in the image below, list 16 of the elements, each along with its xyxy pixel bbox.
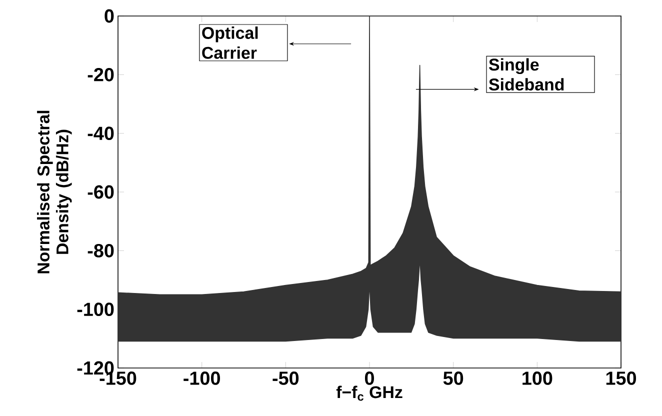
annotation: Single Sideband [488,58,564,91]
y-tick-label: -100 [77,302,114,316]
y-tick-label: -20 [88,68,114,82]
x-tick-label: 0 [364,372,374,385]
x-tick-label: -100 [184,372,220,385]
y-tick-label: -40 [88,126,114,140]
y-axis-title: Normalised Spectral Density (dB/Hz) [37,110,72,274]
x-tick-label: 100 [522,372,552,385]
x-tick-label: -50 [272,372,299,385]
x-tick-label: 150 [606,372,636,385]
y-tick-label: -80 [88,244,114,258]
x-axis-title: f−f$_{c}$ GHz [336,386,402,401]
y-tick-label: 0 [104,9,114,23]
y-tick-label: -60 [88,185,114,199]
x-tick-label: 50 [443,372,464,385]
annotation: Optical Carrier [202,26,258,59]
